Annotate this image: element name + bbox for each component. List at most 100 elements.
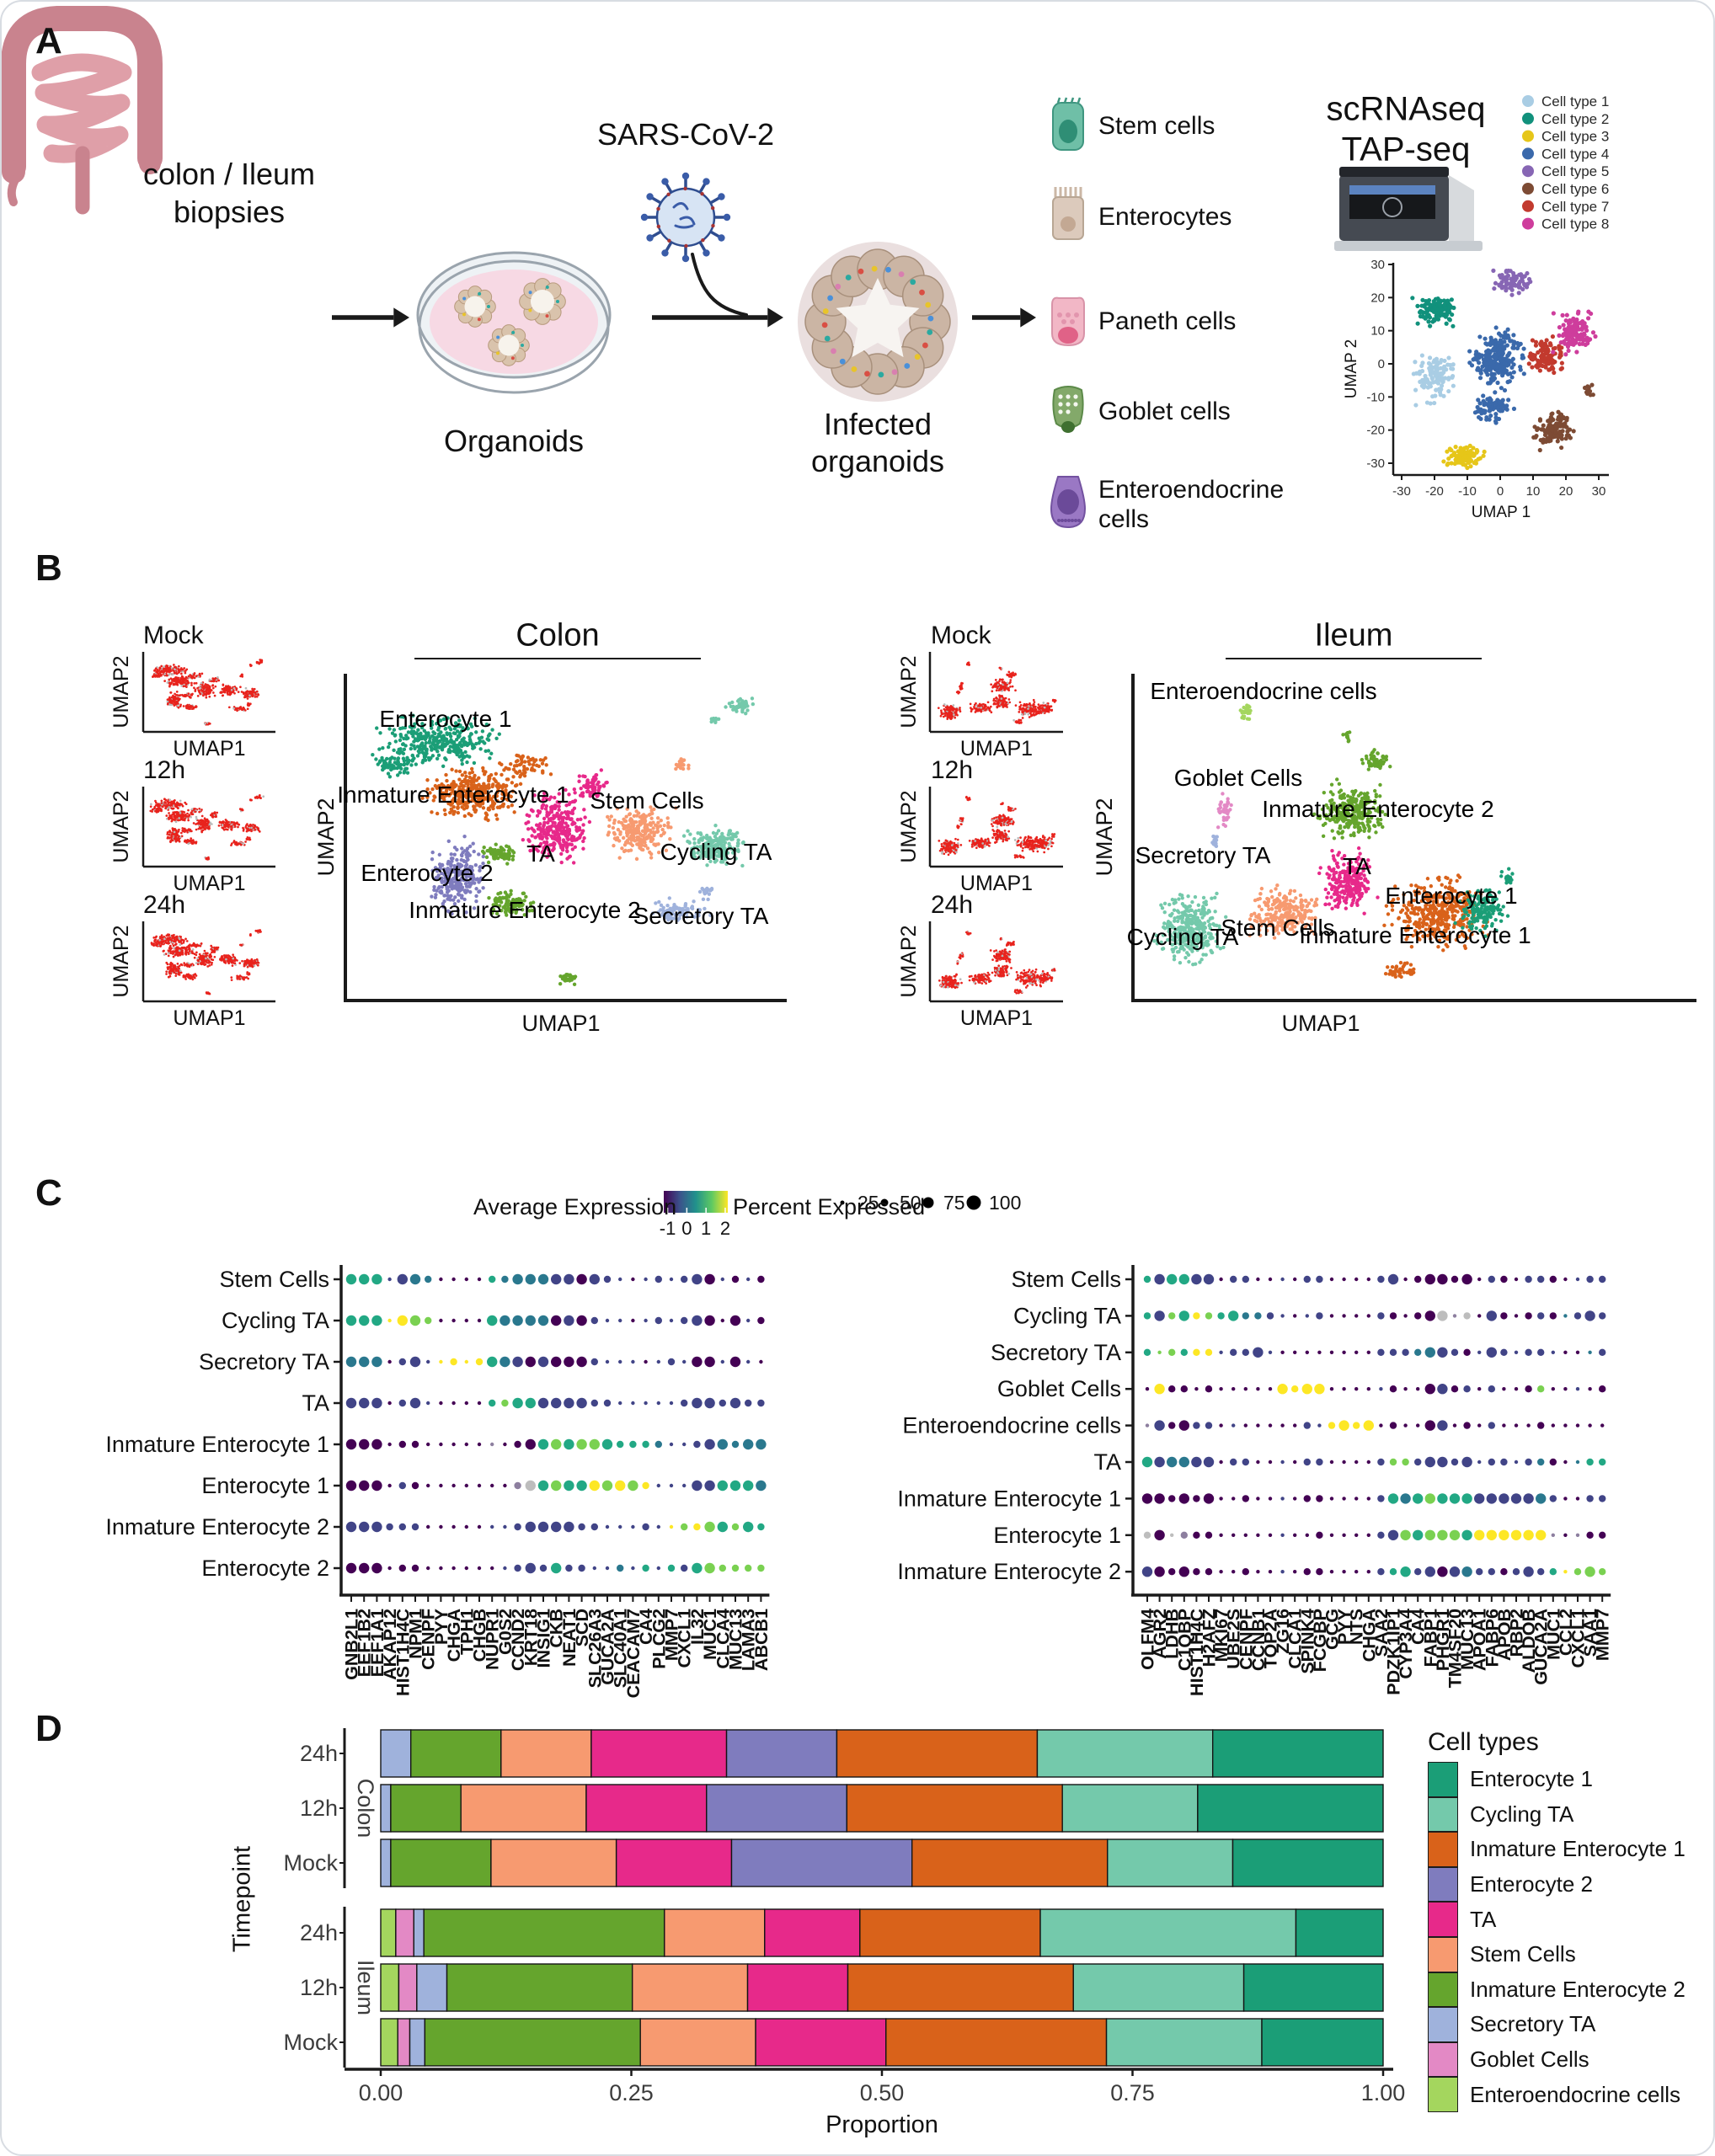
mini-point (192, 707, 195, 710)
scatter-point (655, 816, 660, 820)
scatter-point (633, 820, 638, 825)
umap-point (1437, 302, 1443, 307)
umap-point (1434, 356, 1440, 361)
mini-point (199, 827, 202, 830)
scatter-point (630, 838, 635, 842)
scatter-point (514, 760, 519, 764)
legend-label: Cell type 7 (1541, 199, 1609, 215)
scatter-point (381, 767, 385, 772)
mini-point (190, 693, 193, 696)
scatter-point (374, 757, 378, 761)
umap-ytick: 30 (1370, 258, 1385, 272)
scatter-point (716, 717, 721, 722)
umap-point (1424, 400, 1430, 405)
scatter-point (649, 816, 654, 820)
mini-point (190, 696, 192, 699)
umap-point (1582, 385, 1588, 391)
nucleus (1061, 216, 1076, 232)
infected-organoid-speck (910, 279, 916, 286)
mini-point (181, 675, 184, 679)
scatter-point (537, 834, 542, 839)
umap-point (1516, 291, 1521, 296)
mini-point (177, 678, 180, 681)
virus-spike-tip (661, 178, 669, 185)
mini-point (232, 691, 235, 693)
scatter-point (381, 746, 385, 750)
umap-point (1450, 375, 1455, 380)
mini-point (173, 665, 176, 669)
umap-point (1499, 272, 1504, 278)
umap-point (1537, 447, 1542, 453)
scatter-point (599, 768, 604, 772)
scatter-point (494, 842, 498, 846)
scatter-point (633, 830, 638, 835)
scatter-point (427, 758, 431, 762)
scatter-point (577, 779, 581, 783)
umap-point (1431, 317, 1437, 322)
scatter-point (649, 851, 654, 857)
umap-point (1477, 376, 1483, 381)
organoid-speck (511, 330, 516, 334)
umap-point (1521, 346, 1526, 351)
virus-membrane-dot (667, 238, 671, 243)
umap-point (1449, 453, 1454, 459)
umap-point (1475, 404, 1480, 410)
scatter-point (510, 857, 516, 862)
line (1056, 97, 1061, 104)
mini-point (181, 668, 184, 671)
umap-point (1428, 362, 1433, 367)
umap-point (1420, 314, 1425, 319)
scatter-point (471, 746, 475, 750)
scatter-point (709, 717, 714, 722)
scatter-point (435, 811, 440, 816)
scatter-point (637, 831, 642, 835)
mini-point (156, 670, 159, 674)
virus-spike-tip (661, 249, 669, 257)
umap-point (1441, 298, 1446, 303)
scatter-point (456, 745, 460, 750)
umap-point (1465, 465, 1470, 471)
mini-point (172, 669, 174, 672)
scatter-point (506, 848, 511, 853)
umap-point (1521, 371, 1526, 376)
umap-point (1549, 360, 1554, 366)
scatter-point (649, 856, 654, 860)
mini-point (184, 685, 187, 688)
mini-point (235, 687, 238, 690)
scatter-point (387, 756, 393, 761)
umap-point (1511, 342, 1516, 347)
scatter-point (473, 808, 478, 813)
scatter-point (751, 702, 756, 707)
umap-point (1428, 323, 1433, 328)
mini-point (173, 704, 176, 707)
mini-point (194, 690, 197, 692)
cluster-label: Stem Cells (590, 787, 703, 814)
mini-point (177, 814, 180, 818)
umap-point (1566, 433, 1571, 438)
legend-label: Cell type 5 (1541, 163, 1609, 179)
mini-point (184, 670, 187, 672)
scatter-point (701, 897, 706, 902)
umap-point (1499, 280, 1504, 285)
mini-point (205, 696, 208, 699)
scatter-point (424, 740, 429, 745)
scatter-point (505, 853, 510, 858)
mini-point (184, 803, 188, 806)
mini-point (232, 686, 236, 690)
scatter-point (444, 772, 448, 777)
umap-point (1493, 280, 1499, 286)
scatter-point (698, 831, 703, 835)
umap-point (1520, 286, 1525, 292)
mini-point (204, 683, 207, 686)
mini-point (195, 815, 198, 819)
umap-point (1427, 302, 1433, 307)
umap-point (1445, 449, 1450, 454)
scatter-point (563, 831, 567, 835)
scatter-point (460, 885, 465, 889)
scatter-point (493, 847, 497, 852)
umap-point (1493, 400, 1499, 405)
umap-point (1488, 349, 1493, 354)
scatter-point (511, 851, 516, 855)
scatter-point (553, 820, 557, 825)
scatter-point (630, 820, 635, 825)
